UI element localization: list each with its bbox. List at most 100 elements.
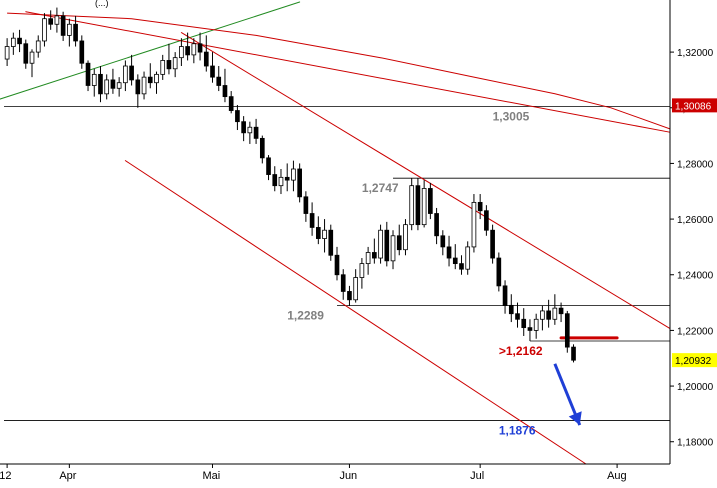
time-tick-label: '12 — [0, 470, 11, 482]
drawing-lines — [0, 1, 674, 465]
candle-down — [147, 76, 153, 84]
price-tick-label: 1,28000 — [677, 159, 714, 170]
candle-down — [48, 18, 54, 25]
candle-down — [546, 310, 551, 320]
arrow-group — [553, 363, 582, 426]
candle-down — [228, 96, 234, 111]
moving-average-line — [7, 12, 674, 131]
candle-down — [334, 254, 340, 276]
candle-up — [247, 126, 253, 134]
candle-down — [484, 210, 489, 231]
time-tick-label: Jun — [339, 470, 357, 482]
candle-up — [353, 277, 359, 301]
candle-down — [502, 285, 508, 306]
price-tag-label: 1,20932 — [675, 356, 712, 367]
candle-down — [79, 40, 85, 64]
candle-down — [571, 346, 576, 361]
candle-up — [471, 201, 477, 248]
candle-up — [421, 188, 427, 226]
candle-up — [540, 310, 545, 320]
annotations: 1,3005 1,2747 1,2289 >1,2162 1,1876 — [287, 109, 543, 437]
candle-up — [141, 76, 147, 95]
trend-line — [25, 11, 674, 134]
candle-up — [278, 176, 284, 187]
candle-up — [172, 57, 178, 70]
candle-down — [110, 79, 116, 89]
candle-up — [116, 82, 122, 89]
candle-down — [446, 246, 452, 259]
candle-up — [104, 79, 110, 95]
price-tag — [672, 98, 717, 113]
price-axis-bg — [670, 0, 717, 483]
candle-down — [60, 15, 66, 36]
candle-down — [490, 229, 495, 259]
candle-up — [191, 43, 197, 56]
candle-up — [378, 229, 383, 259]
candle-up — [154, 73, 159, 84]
candle-down — [564, 313, 570, 348]
candle-up — [179, 46, 184, 59]
candle-down — [396, 235, 402, 251]
candle-up — [291, 168, 296, 181]
level-annotation: >1,2162 — [499, 344, 543, 358]
time-tick-label: Apr — [59, 470, 76, 482]
candle-down — [98, 73, 103, 95]
candle-down — [166, 60, 172, 70]
candle-down — [197, 43, 203, 53]
candle-up — [322, 229, 327, 239]
candle-down — [85, 62, 91, 86]
candle-down — [477, 201, 483, 212]
candle-down — [340, 274, 346, 292]
candle-down — [328, 229, 334, 256]
candle-down — [241, 121, 246, 134]
candle-up — [533, 318, 539, 331]
candle-up — [4, 46, 10, 60]
candle-up — [35, 40, 41, 53]
candle-up — [552, 307, 558, 320]
price-tick-label: 1,32000 — [677, 48, 714, 59]
candle-down — [297, 168, 302, 198]
time-tick-label: Aug — [607, 470, 627, 482]
time-tick-label: Mai — [203, 470, 221, 482]
candle-up — [403, 224, 408, 251]
candle-up — [11, 37, 16, 47]
level-annotation: 1,2289 — [287, 309, 324, 323]
candle-up — [390, 235, 396, 262]
candle-down — [203, 51, 209, 67]
price-tick-label: 1,20000 — [677, 382, 714, 393]
candle-down — [266, 157, 271, 175]
time-tick-label: Jul — [470, 470, 484, 482]
candle-down — [129, 65, 134, 81]
candle-down — [459, 263, 464, 270]
candle-up — [29, 51, 35, 64]
candle-down — [135, 79, 141, 95]
price-tick-label: 1,18000 — [677, 438, 714, 449]
candle-down — [17, 37, 22, 45]
level-annotation: 1,2747 — [362, 181, 399, 195]
candle-down — [259, 137, 265, 159]
level-annotation: 1,3005 — [493, 109, 530, 123]
candles — [4, 7, 576, 363]
candle-down — [216, 76, 222, 86]
candle-down — [496, 257, 502, 287]
candle-down — [253, 126, 259, 139]
candle-down — [185, 46, 190, 56]
candle-down — [309, 213, 315, 228]
candle-down — [440, 235, 446, 248]
candle-down — [428, 188, 433, 214]
instrument-header: (...) — [95, 0, 109, 8]
price-tick-label: 1,24000 — [677, 271, 714, 282]
level-annotation: 1,1876 — [499, 424, 536, 438]
candle-down — [508, 304, 514, 315]
candle-down — [558, 307, 564, 315]
candle-up — [67, 23, 72, 36]
candle-up — [42, 18, 47, 42]
trend-line — [0, 1, 301, 100]
price-tick-label: 1,22000 — [677, 326, 714, 337]
candle-down — [515, 313, 520, 320]
candle-down — [347, 291, 352, 301]
forecast-arrow-head — [568, 411, 582, 426]
candle-down — [372, 252, 377, 259]
candle-down — [521, 318, 527, 329]
candle-down — [527, 327, 533, 331]
